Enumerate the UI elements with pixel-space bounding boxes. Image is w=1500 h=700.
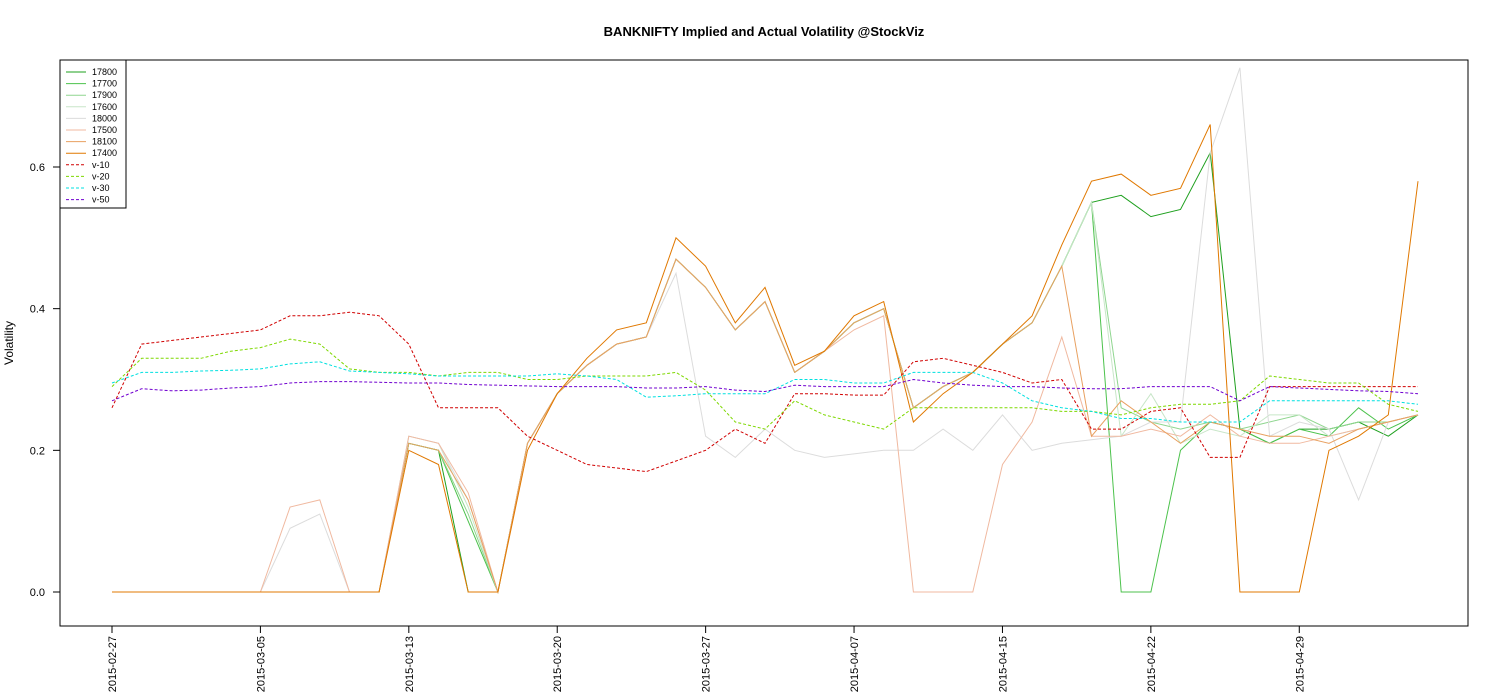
x-tick-label: 2015-04-29	[1294, 636, 1306, 692]
legend-label: v-30	[92, 183, 110, 193]
x-tick-label: 2015-03-13	[404, 636, 416, 692]
chart-title: BANKNIFTY Implied and Actual Volatility …	[604, 24, 925, 39]
legend-label: v-10	[92, 160, 110, 170]
legend-label: 18000	[92, 113, 117, 123]
x-tick-label: 2015-04-22	[1146, 636, 1158, 692]
series-line-v-10	[111, 311, 1418, 473]
x-tick-label: 2015-04-07	[849, 636, 861, 692]
series-line-17800	[112, 151, 1419, 593]
legend-label: v-20	[92, 171, 110, 181]
legend-label: 17400	[92, 148, 117, 158]
y-tick-label: 0.4	[30, 304, 45, 316]
x-tick-label: 2015-04-15	[997, 636, 1009, 692]
x-tick-label: 2015-03-27	[701, 636, 713, 692]
legend-label: 17500	[92, 125, 117, 135]
x-tick-label: 2015-03-05	[255, 636, 267, 692]
legend-label: 17700	[92, 79, 117, 89]
y-axis: 0.0 0.2 0.4 0.6	[30, 162, 61, 599]
x-axis: 2015-02-27 2015-03-05 2015-03-13 2015-03-20…	[107, 625, 1306, 692]
plot-frame	[59, 59, 1469, 627]
legend-label: 17800	[92, 67, 117, 77]
y-tick-label: 0.2	[30, 445, 45, 457]
series-line-v-20	[111, 338, 1419, 430]
series-lines	[111, 67, 1419, 594]
series-line-v-30	[111, 361, 1419, 423]
x-tick-label: 2015-03-20	[552, 636, 564, 692]
y-tick-label: 0.0	[30, 587, 45, 599]
legend-label: 18100	[92, 137, 117, 147]
series-line-18000	[112, 67, 1419, 594]
y-tick-label: 0.6	[30, 162, 45, 174]
series-line-17400	[112, 124, 1419, 593]
y-axis-label: Volatility	[2, 321, 16, 365]
series-line-v-50	[111, 378, 1419, 402]
legend-box	[59, 59, 127, 209]
legend-label: 17900	[92, 90, 117, 100]
legend-label: 17600	[92, 102, 117, 112]
x-tick-label: 2015-02-27	[107, 636, 119, 692]
legend-label: v-50	[92, 195, 110, 205]
